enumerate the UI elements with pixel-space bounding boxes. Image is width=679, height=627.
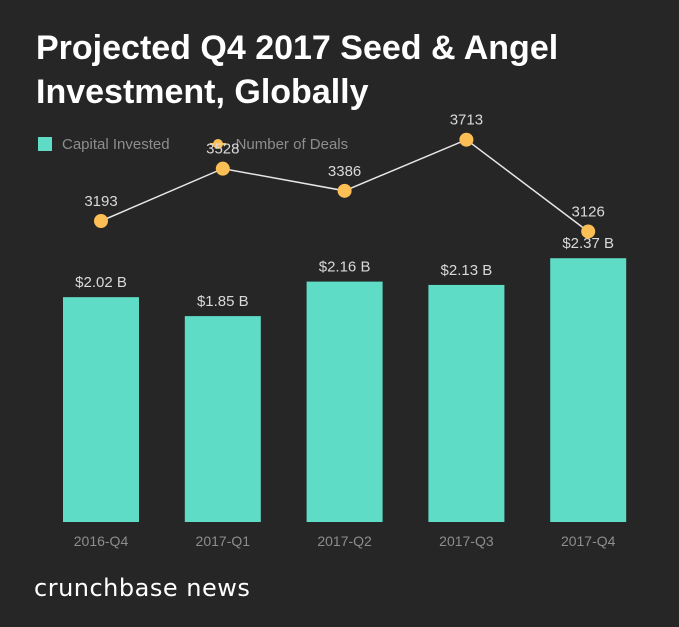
line-value-label: 3713 xyxy=(450,112,483,129)
line-point xyxy=(581,224,596,239)
legend-item-capital-invested: Capital Invested xyxy=(38,136,170,153)
bar xyxy=(550,258,627,522)
bar-value-label: $1.85 B xyxy=(197,293,249,310)
legend-label-capital-invested: Capital Invested xyxy=(62,135,170,153)
line-point xyxy=(337,183,352,198)
line-value-label: 3386 xyxy=(328,163,361,180)
chart-legend: Capital Invested Number of Deals xyxy=(38,134,388,154)
bar xyxy=(63,297,139,522)
legend-swatch-bar xyxy=(38,137,52,151)
bar-value-label: $2.16 B xyxy=(319,259,371,276)
legend-item-number-of-deals: Number of Deals xyxy=(209,135,349,153)
bar xyxy=(306,281,383,522)
x-tick-label: 2016-Q4 xyxy=(74,533,129,549)
legend-swatch-line xyxy=(209,137,226,151)
bar-value-label: $2.13 B xyxy=(441,262,493,279)
line-value-label: 3126 xyxy=(572,203,605,220)
x-tick-label: 2017-Q2 xyxy=(317,533,372,549)
bar xyxy=(184,316,261,522)
x-tick-label: 2017-Q3 xyxy=(439,533,494,549)
chart-title: Projected Q4 2017 Seed & Angel Investmen… xyxy=(36,29,559,111)
line-value-label: 3193 xyxy=(84,193,117,210)
x-tick-label: 2017-Q4 xyxy=(561,533,616,549)
line-point xyxy=(215,161,230,176)
line-point xyxy=(459,132,474,147)
bar-value-label: $2.02 B xyxy=(75,274,127,291)
line-value-label: 3528 xyxy=(206,141,239,158)
legend-label-number-of-deals: Number of Deals xyxy=(235,135,349,153)
x-tick-label: 2017-Q1 xyxy=(196,533,251,549)
bar xyxy=(428,284,505,522)
bar-value-label: $2.37 B xyxy=(562,235,614,252)
line-point xyxy=(94,214,108,228)
brand-logo: crunchbase news xyxy=(34,574,251,602)
